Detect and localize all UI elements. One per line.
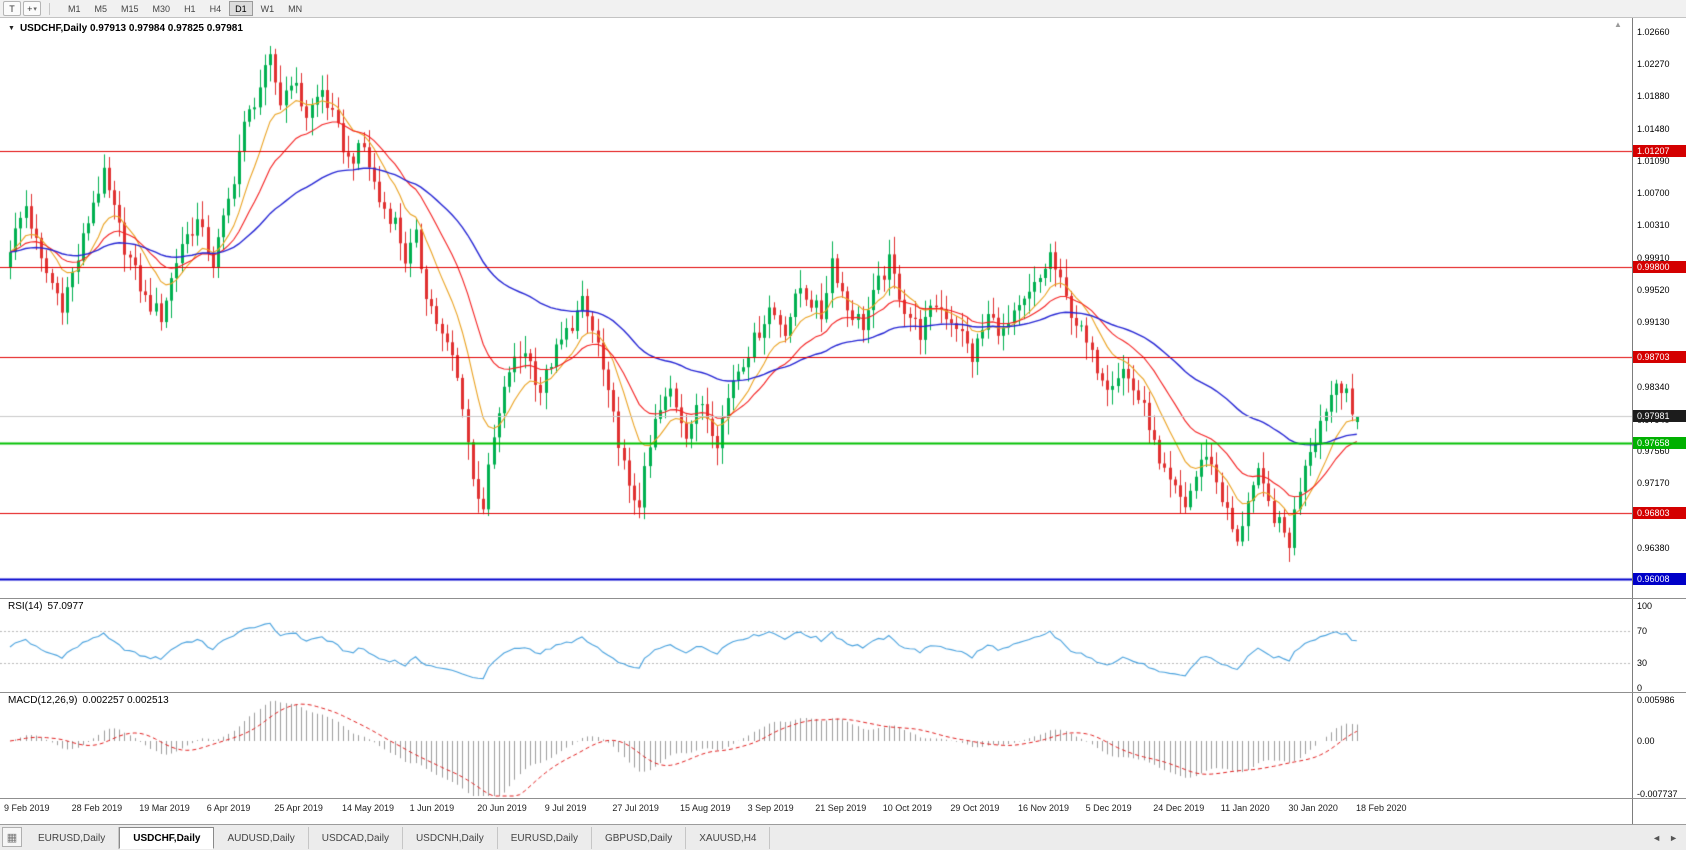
price-axis-tick: 0.99910 <box>1637 252 1670 263</box>
timeframe-button-h4[interactable]: H4 <box>209 3 222 14</box>
macd-name: MACD(12,26,9) <box>8 695 78 706</box>
chart-ohlc-text: USDCHF,Daily 0.97913 0.97984 0.97825 0.9… <box>19 23 243 34</box>
time-axis-label: 18 Feb 2020 <box>1356 803 1407 813</box>
price-axis-tick: 0.96380 <box>1637 542 1670 553</box>
timeframe-button-m30[interactable]: M30 <box>152 3 171 14</box>
time-axis-label: 21 Sep 2019 <box>815 803 867 813</box>
rsi-macd-panel-splitter[interactable] <box>0 692 1686 693</box>
chart-tab-usdchf-daily-1[interactable]: USDCHF,Daily <box>119 827 215 849</box>
price-level-label-0.99800: 0.99800 <box>1633 260 1686 273</box>
chart-title: ▼ USDCHF,Daily 0.97913 0.97984 0.97825 0… <box>8 23 243 34</box>
tab-scrollers: ◄ ► <box>1648 827 1682 849</box>
rsi-axis-tick: 30 <box>1637 658 1648 669</box>
timeframe-button-m1[interactable]: M1 <box>68 3 81 14</box>
chart-tabs-bar: ▦ EURUSD,Daily USDCHF,Daily AUDUSD,Daily US… <box>0 824 1686 850</box>
price-axis-tick: 0.97170 <box>1637 478 1670 489</box>
time-axis-label: 14 May 2019 <box>342 803 395 813</box>
tab-scroll-right-icon[interactable]: ► <box>1669 833 1678 843</box>
time-axis-label: 28 Feb 2019 <box>71 803 123 813</box>
price-axis-tick: 0.99520 <box>1637 284 1670 295</box>
rsi-value: 57.0977 <box>47 601 84 612</box>
time-axis[interactable]: 9 Feb 2019 28 Feb 2019 19 Mar 2019 6 Apr 20… <box>0 798 1632 824</box>
rsi-axis-tick: 0 <box>1637 683 1643 693</box>
time-axis-label: 1 Jun 2019 <box>409 803 455 813</box>
time-axis-label: 19 Mar 2019 <box>139 803 190 813</box>
time-axis-label: 3 Sep 2019 <box>747 803 794 813</box>
macd-value: 0.002257 0.002513 <box>82 695 169 706</box>
macd-axis-tick: 0.00 <box>1637 736 1655 746</box>
rsi-indicator-label: RSI(14) 57.0977 <box>8 601 89 612</box>
chevron-down-icon: ▾ <box>33 5 37 13</box>
chart-canvas[interactable] <box>0 18 1632 798</box>
chart-tab-xauusd-h4-7[interactable]: XAUUSD,H4 <box>686 827 771 849</box>
time-axis-label: 9 Feb 2019 <box>4 803 50 813</box>
chart-tab-audusd-daily-2[interactable]: AUDUSD,Daily <box>214 827 309 849</box>
price-level-label-0.98703: 0.98703 <box>1633 351 1686 364</box>
crosshair-tool-button[interactable]: + ▾ <box>23 1 41 16</box>
price-axis[interactable]: 1.02660 1.02270 1.01880 1.01480 1.01090 1.007… <box>1632 18 1686 824</box>
chart-tab-eurusd-daily-5[interactable]: EURUSD,Daily <box>497 827 592 849</box>
time-axis-label: 6 Apr 2019 <box>206 803 251 813</box>
price-axis-tick: 1.01880 <box>1637 91 1670 102</box>
price-axis-tick: 1.02660 <box>1637 27 1670 37</box>
chart-timeaxis-border <box>0 798 1686 799</box>
price-axis-tick: 0.99130 <box>1637 317 1670 328</box>
time-axis-label: 27 Jul 2019 <box>612 803 659 813</box>
time-axis-label: 25 Apr 2019 <box>274 803 323 813</box>
chart-tab-gbpusd-daily-6[interactable]: GBPUSD,Daily <box>591 827 687 849</box>
timeframe-button-mn[interactable]: MN <box>288 3 303 14</box>
tab-scroll-left-icon[interactable]: ◄ <box>1652 833 1662 843</box>
chart-tab-usdcnh-daily-4[interactable]: USDCNH,Daily <box>402 827 498 849</box>
timeframe-button-d1[interactable]: D1 <box>229 1 253 16</box>
price-level-label-0.97981: 0.97981 <box>1633 410 1686 423</box>
price-axis-tick: 1.00310 <box>1637 220 1670 231</box>
price-axis-tick: 1.01480 <box>1637 123 1670 134</box>
macd-axis-tick: 0.005986 <box>1637 694 1675 705</box>
chart-shift-marker-icon: ▲ <box>1614 20 1622 29</box>
timeframe-button-m15[interactable]: M15 <box>121 3 139 14</box>
time-axis-label: 15 Aug 2019 <box>680 803 731 813</box>
one-click-trading-icon[interactable]: ▼ <box>8 25 15 32</box>
toolbar-separator <box>49 2 50 15</box>
charts-grid-icon[interactable]: ▦ <box>2 827 22 847</box>
time-axis-label: 10 Oct 2019 <box>882 803 932 813</box>
time-axis-label: 24 Dec 2019 <box>1153 803 1205 813</box>
price-axis-tick: 1.01090 <box>1637 155 1670 166</box>
text-tool-button[interactable]: T <box>3 1 21 16</box>
chart-tabs: EURUSD,Daily USDCHF,Daily AUDUSD,Daily USDC… <box>25 827 771 849</box>
time-axis-label: 16 Nov 2019 <box>1018 803 1070 813</box>
price-axis-tick: 1.00700 <box>1637 188 1670 199</box>
timeframe-buttons: M1 M5 M15 M30 H1 H4 D1 W1 MN <box>62 1 310 16</box>
price-axis-tick: 0.97560 <box>1637 446 1670 457</box>
rsi-axis-tick: 70 <box>1637 625 1648 636</box>
price-level-label-1.01207: 1.01207 <box>1633 145 1686 158</box>
price-level-label-0.96803: 0.96803 <box>1633 507 1686 520</box>
time-axis-label: 5 Dec 2019 <box>1085 803 1132 813</box>
chart-tab-usdcad-daily-3[interactable]: USDCAD,Daily <box>308 827 403 849</box>
time-axis-label: 30 Jan 2020 <box>1288 803 1338 813</box>
time-axis-label: 11 Jan 2020 <box>1220 803 1270 813</box>
price-axis-tick: 1.02270 <box>1637 59 1670 70</box>
timeframe-toolbar: T + ▾ M1 M5 M15 M30 H1 H4 D1 W1 MN <box>0 0 1686 18</box>
timeframe-button-h1[interactable]: H1 <box>184 3 196 14</box>
chart-tab-eurusd-daily-0[interactable]: EURUSD,Daily <box>25 827 120 849</box>
time-axis-label: 9 Jul 2019 <box>544 803 587 813</box>
rsi-axis-tick: 100 <box>1637 601 1653 611</box>
price-level-label-0.97658: 0.97658 <box>1633 436 1686 449</box>
timeframe-button-m5[interactable]: M5 <box>94 3 108 14</box>
timeframe-button-w1[interactable]: W1 <box>260 3 275 14</box>
macd-axis-tick: -0.007737 <box>1637 788 1678 799</box>
price-axis-tick: 0.98340 <box>1637 381 1670 392</box>
crosshair-icon: + <box>27 3 33 14</box>
main-rsi-panel-splitter[interactable] <box>0 598 1686 599</box>
rsi-name: RSI(14) <box>8 601 43 612</box>
macd-indicator-label: MACD(12,26,9) 0.002257 0.002513 <box>8 695 174 706</box>
time-axis-label: 29 Oct 2019 <box>950 803 1000 813</box>
time-axis-label: 20 Jun 2019 <box>477 803 527 813</box>
price-level-label-0.96008: 0.96008 <box>1633 572 1686 585</box>
